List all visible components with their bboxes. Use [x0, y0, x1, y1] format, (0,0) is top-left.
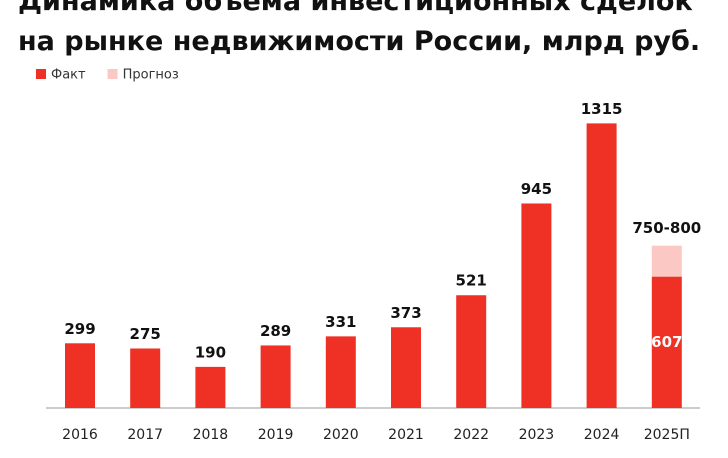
x-tick-label: 2017 [127, 427, 163, 443]
x-tick-label: 2018 [193, 427, 229, 443]
bar [651, 245, 682, 277]
bar [260, 345, 291, 408]
value-label: 299 [64, 320, 95, 338]
value-label: 607 [651, 333, 682, 351]
value-label: 331 [325, 313, 356, 331]
chart-title: Динамика объема инвестиционных сделок [18, 0, 693, 17]
bar [521, 203, 552, 408]
value-label: 1315 [581, 100, 623, 118]
legend-label: Прогноз [123, 68, 179, 83]
x-tick-label: 2016 [62, 427, 98, 443]
x-tick-label: 2020 [323, 427, 359, 443]
bar [391, 327, 421, 408]
bar [195, 366, 226, 408]
chart-title: на рынке недвижимости России, млрд руб. [18, 26, 700, 57]
x-tick-label: 2019 [258, 427, 294, 443]
bar [325, 336, 356, 408]
x-tick-label: 2022 [453, 427, 489, 443]
value-label: 945 [521, 180, 552, 198]
x-tick-label: 2025П [644, 427, 690, 443]
x-tick-label: 2021 [388, 427, 424, 443]
value-label: 521 [456, 272, 487, 290]
value-label: 190 [195, 343, 226, 361]
legend-label: Факт [51, 68, 86, 83]
legend-swatch [107, 69, 118, 79]
value-label: 275 [130, 325, 161, 343]
bar [65, 343, 95, 408]
bar [651, 276, 682, 408]
bar [456, 295, 487, 408]
bar [586, 123, 617, 409]
x-tick-label: 2024 [584, 427, 620, 443]
value-label: 289 [260, 322, 291, 340]
forecast-label: 750-800 [632, 219, 701, 237]
x-tick-label: 2023 [519, 427, 555, 443]
legend-swatch [36, 69, 46, 79]
value-label: 373 [390, 304, 421, 322]
bar [130, 348, 161, 408]
